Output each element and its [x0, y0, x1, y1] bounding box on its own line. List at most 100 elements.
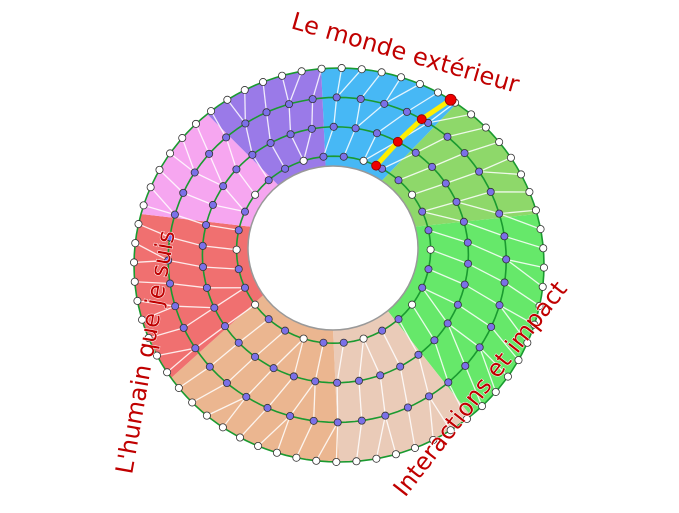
mesh-line: [194, 325, 226, 349]
mesh-line: [467, 241, 507, 260]
node: [443, 132, 452, 141]
node: [221, 322, 230, 331]
mesh-line: [156, 347, 196, 357]
node: [354, 376, 363, 385]
node: [394, 315, 403, 324]
node: [372, 129, 381, 138]
node: [232, 165, 241, 174]
node: [391, 450, 400, 459]
node: [251, 352, 260, 361]
mesh-line: [355, 103, 385, 129]
node: [414, 350, 423, 359]
node: [531, 206, 540, 215]
node: [202, 411, 211, 420]
node: [415, 79, 424, 88]
node: [155, 165, 164, 174]
mesh-line: [295, 420, 315, 458]
mesh-line: [322, 126, 335, 157]
mesh-line: [506, 258, 545, 269]
node: [443, 319, 452, 328]
highlight-line: [373, 97, 454, 169]
node: [429, 435, 438, 444]
node: [202, 283, 211, 292]
mesh-line: [478, 157, 512, 173]
node: [461, 361, 470, 370]
mesh-line: [137, 300, 176, 307]
mesh-line: [212, 204, 246, 213]
node: [428, 162, 437, 171]
node: [418, 283, 427, 292]
node: [259, 78, 268, 87]
mesh-line: [265, 112, 272, 144]
node: [446, 426, 455, 435]
mesh-line: [202, 245, 237, 251]
mesh-line: [222, 396, 247, 428]
node: [251, 300, 260, 309]
mesh-line: [205, 224, 239, 231]
mesh-line: [244, 90, 247, 124]
mesh-line: [447, 322, 481, 348]
node: [178, 134, 187, 143]
node: [208, 200, 217, 209]
node: [481, 123, 490, 132]
node: [131, 239, 140, 248]
node: [444, 378, 453, 387]
node: [266, 139, 275, 148]
mesh-line: [421, 287, 449, 324]
node: [299, 334, 308, 343]
node: [133, 296, 142, 305]
node: [240, 207, 249, 216]
mesh-line: [289, 380, 316, 417]
mesh-line: [427, 113, 472, 124]
node: [269, 364, 278, 373]
mesh-line: [336, 342, 345, 383]
mesh-line: [225, 137, 238, 170]
mesh-line: [133, 259, 169, 264]
mesh-line: [209, 342, 240, 368]
node: [376, 371, 385, 380]
center-hole: [247, 165, 419, 331]
node: [464, 259, 473, 268]
mesh-line: [333, 97, 338, 127]
mesh-line: [397, 318, 420, 356]
node: [459, 217, 468, 226]
mesh-line: [222, 185, 246, 213]
mesh-line: [358, 380, 363, 421]
node: [205, 362, 214, 371]
mesh-line: [169, 152, 196, 173]
mesh-line: [210, 110, 227, 138]
node: [234, 226, 243, 235]
nodes: [130, 64, 548, 466]
mesh-line: [166, 347, 196, 373]
node: [525, 188, 534, 197]
node: [174, 383, 183, 392]
node: [240, 283, 249, 292]
mesh-line: [447, 126, 486, 138]
node: [411, 148, 420, 157]
highlight-node: [392, 136, 403, 147]
mesh-line: [169, 236, 203, 247]
mesh-line: [238, 318, 270, 344]
mesh-line: [311, 68, 323, 100]
mesh-line: [257, 415, 291, 447]
mesh-line: [254, 330, 286, 358]
mesh-line: [428, 268, 465, 286]
node: [207, 107, 216, 116]
node: [191, 344, 200, 353]
node: [179, 323, 188, 332]
node: [523, 338, 532, 347]
node: [146, 183, 155, 192]
mesh-line: [175, 305, 215, 309]
highlight-path: [371, 93, 457, 171]
mesh-line: [490, 326, 520, 361]
node: [307, 124, 316, 133]
mesh-line: [358, 338, 365, 381]
node: [152, 351, 161, 360]
mesh-lines: [133, 67, 545, 463]
mesh-line: [433, 340, 449, 383]
node: [210, 303, 219, 312]
node: [264, 176, 273, 185]
mesh-line: [315, 422, 339, 462]
mesh-line: [276, 415, 291, 453]
sector: [141, 114, 279, 227]
